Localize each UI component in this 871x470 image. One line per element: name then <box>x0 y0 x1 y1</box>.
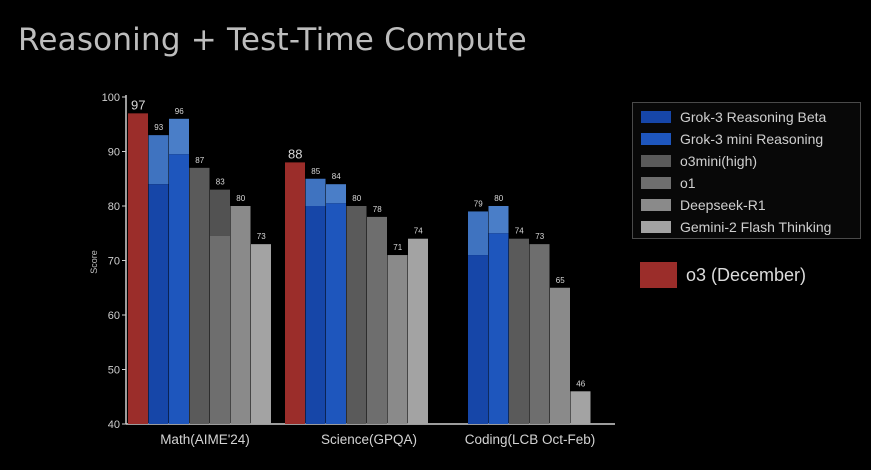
legend-item: o1 <box>641 174 696 192</box>
y-tick-label: 90 <box>108 147 120 159</box>
data-label: 88 <box>288 146 302 161</box>
bar <box>230 206 251 424</box>
bar <box>468 255 488 424</box>
x-category-label: Math(AIME'24) <box>160 432 250 447</box>
x-category-label: Science(GPQA) <box>321 432 417 447</box>
legend-label: Gemini-2 Flash Thinking <box>680 219 832 235</box>
bar-upper-segment <box>169 118 189 155</box>
bar <box>189 167 210 424</box>
bar <box>529 244 550 424</box>
bar <box>169 154 189 424</box>
page-title: Reasoning + Test-Time Compute <box>18 22 527 58</box>
legend-label: o1 <box>680 175 696 191</box>
data-label: 74 <box>414 227 423 236</box>
y-tick-label: 50 <box>108 365 120 377</box>
y-axis-label: Score <box>89 250 99 274</box>
chart-legend: Grok-3 Reasoning Beta Grok-3 mini Reasoni… <box>632 102 861 239</box>
bar-upper-segment <box>326 184 346 204</box>
bar-upper-segment <box>468 211 488 256</box>
legend-item: Grok-3 Reasoning Beta <box>641 108 826 126</box>
x-category-label: Coding(LCB Oct-Feb) <box>465 432 596 447</box>
bar-upper-segment <box>305 178 326 206</box>
bar <box>408 238 428 424</box>
bar <box>210 235 230 424</box>
bar <box>285 162 305 424</box>
bar <box>148 184 169 424</box>
data-label: 78 <box>373 205 382 214</box>
data-label: 73 <box>535 232 544 241</box>
legend-item: o3mini(high) <box>641 152 757 170</box>
bar <box>570 391 591 424</box>
legend-label: Grok-3 mini Reasoning <box>680 131 824 147</box>
bar <box>251 244 271 424</box>
legend-item: Grok-3 mini Reasoning <box>641 130 823 148</box>
data-label: 46 <box>576 379 585 388</box>
y-tick-label: 60 <box>108 310 120 322</box>
data-label: 83 <box>216 178 225 187</box>
bar <box>346 206 367 424</box>
bar <box>550 287 570 424</box>
data-label: 80 <box>236 194 245 203</box>
bar-upper-segment <box>148 135 169 185</box>
y-tick-label: 70 <box>108 256 120 268</box>
y-tick-label: 100 <box>102 92 120 104</box>
legend-item: Deepseek-R1 <box>641 196 766 214</box>
bar-upper-segment <box>210 189 230 236</box>
data-label: 80 <box>352 194 361 203</box>
legend-swatch <box>641 221 671 233</box>
data-label: 84 <box>332 172 341 181</box>
legend-label: Grok-3 Reasoning Beta <box>680 109 827 125</box>
y-tick-label: 80 <box>108 201 120 213</box>
data-label: 65 <box>556 276 565 285</box>
data-label: 96 <box>175 107 184 116</box>
legend-label: Deepseek-R1 <box>680 197 766 213</box>
legend-swatch <box>641 133 671 145</box>
o3-legend-label: o3 (December) <box>686 264 807 285</box>
data-label: 87 <box>195 156 204 165</box>
data-label: 79 <box>474 199 483 208</box>
data-label: 85 <box>311 167 320 176</box>
bar <box>488 233 509 424</box>
bar <box>128 113 148 424</box>
legend-swatch <box>641 155 671 167</box>
legend-label: o3mini(high) <box>680 153 758 169</box>
legend-item: Gemini-2 Flash Thinking <box>641 218 831 236</box>
bar <box>367 216 387 424</box>
legend-swatch <box>641 111 671 123</box>
y-tick-label: 40 <box>108 419 120 431</box>
data-label: 80 <box>494 194 503 203</box>
data-label: 93 <box>154 123 163 132</box>
legend-swatch <box>641 177 671 189</box>
bar <box>387 255 408 424</box>
bar-upper-segment <box>488 206 509 234</box>
data-label: 74 <box>515 227 524 236</box>
o3-legend-swatch <box>640 262 677 288</box>
data-label: 73 <box>257 232 266 241</box>
data-label: 71 <box>393 243 402 252</box>
legend-swatch <box>641 199 671 211</box>
bar <box>326 203 346 424</box>
data-label: 97 <box>131 97 145 112</box>
bar <box>305 206 326 424</box>
bar <box>509 238 529 424</box>
o3-legend-entry: o3 (December) <box>640 262 806 288</box>
